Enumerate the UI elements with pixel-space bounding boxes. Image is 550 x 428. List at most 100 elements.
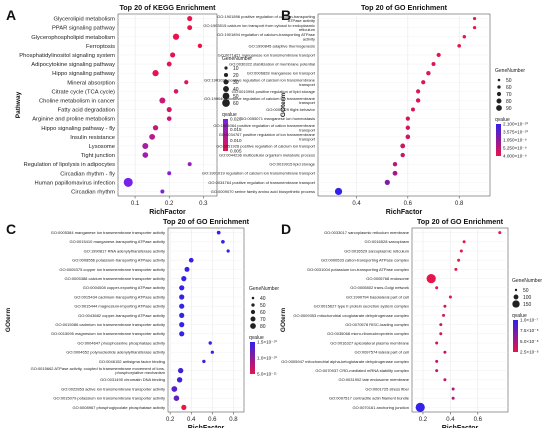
- data-point: [443, 350, 447, 354]
- y-tick-label: Adipocytokine signaling pathway: [31, 62, 115, 68]
- y-tick-label: Insulin resistance: [70, 135, 115, 141]
- y-tick-label: GO:0001725 stress fiber: [365, 386, 409, 391]
- data-point: [400, 152, 405, 158]
- chart-title: Top 20 of GO Enrichment: [417, 217, 504, 226]
- color-legend-label: 4.000×10⁻⁹: [503, 154, 527, 159]
- size-legend-dot: [513, 294, 519, 300]
- data-point: [405, 125, 411, 130]
- y-tick-label: GO:0004647 phosphoserine phosphatase act…: [77, 340, 165, 345]
- data-point: [179, 303, 185, 309]
- size-legend-dot: [512, 300, 520, 308]
- data-point: [172, 33, 180, 40]
- y-tick-label: GO:1900407 positive regulation of calciu…: [204, 96, 316, 105]
- size-legend-label: 30: [233, 80, 239, 86]
- x-tick-label: 0.6: [404, 201, 413, 207]
- y-tick-label: GO:0005802 trans-Golgi network: [350, 285, 409, 290]
- chart-title: Top 20 of GO Enrichment: [361, 3, 448, 12]
- color-legend-label: 2.100×10⁻¹⁰: [503, 122, 528, 127]
- y-tick-label: Phosphatidylinositol signaling system: [19, 53, 115, 59]
- x-tick-label: 0.6: [208, 417, 217, 423]
- data-point: [179, 294, 185, 300]
- y-tick-label: GO:0034764 positive regulation of transm…: [208, 180, 316, 185]
- y-tick-label: GO:1901894 regulation of calcium-transpo…: [217, 32, 316, 41]
- y-tick-label: GO:0005388 calcium transmembrane transpo…: [65, 276, 166, 281]
- size-legend-label: 70: [506, 92, 512, 98]
- y-tick-label: GO:0009353 mitochondrial oxoglutarate de…: [293, 313, 409, 318]
- data-point: [179, 285, 185, 291]
- panel-a: A Top 20 of KEGG Enrichment 0.1 0.2 0.3 Glyce…: [6, 3, 252, 216]
- panel-c: C Top 20 of GO Enrichment 0.2 0.4 0.6 0.8 GO:0…: [5, 217, 279, 428]
- y-tick-label: GO:0070937 CRD-mediated mRNA stability c…: [315, 368, 409, 373]
- y-tick-label: Tight junction: [81, 153, 115, 159]
- data-point: [142, 142, 149, 149]
- panel-letter: A: [6, 7, 16, 23]
- x-tick-label: 0.3: [199, 201, 208, 207]
- y-tick-label: GO:1903515 calcium ion transport from cy…: [203, 23, 315, 32]
- data-point: [226, 249, 230, 253]
- y-tick-label: Glycerophospholipid metabolism: [31, 35, 115, 41]
- color-legend-bar: [250, 342, 255, 374]
- color-legend-title: qvalue: [222, 112, 237, 118]
- data-point: [431, 62, 436, 67]
- x-axis-label: RichFactor: [188, 425, 225, 428]
- y-tick-label: Hippo signaling pathway - fly: [41, 126, 115, 132]
- data-point: [166, 61, 172, 67]
- color-legend-title: qvalue: [249, 335, 264, 341]
- size-legend-label: 80: [506, 99, 512, 105]
- y-tick-label: PPAR signaling pathway: [52, 26, 115, 32]
- y-tick-label: GO:0015627 type II protein secretion sys…: [314, 304, 409, 309]
- x-tick-label: 0.2: [419, 417, 428, 423]
- data-point: [160, 189, 165, 194]
- data-point: [457, 44, 461, 48]
- color-legend-label: 0.010: [230, 138, 242, 143]
- data-point: [498, 231, 502, 235]
- data-point: [159, 97, 166, 104]
- size-legend-dot: [496, 98, 502, 104]
- y-tick-label: GO:0010994 positive regulation of lipid …: [232, 89, 316, 94]
- color-legend-label: 3.575×10⁻¹⁰: [503, 130, 528, 135]
- x-tick-label: 0.8: [455, 201, 464, 207]
- y-tick-label: Lysosome: [89, 144, 115, 150]
- panel-letter: D: [281, 221, 291, 237]
- size-legend-dot: [223, 72, 229, 78]
- data-point: [410, 107, 415, 112]
- data-point: [435, 341, 439, 345]
- color-legend-label: 5.0×10⁻¹¹: [257, 372, 277, 377]
- data-point: [167, 171, 172, 176]
- y-tick-label: GO:0051928 positive regulation of calciu…: [216, 143, 316, 148]
- data-point: [210, 350, 214, 354]
- data-point: [221, 239, 225, 244]
- y-tick-label: GO:0007629 flight behavior: [266, 107, 316, 112]
- y-tick-label: Glycerolipid metabolism: [53, 17, 115, 23]
- y-tick-label: GO:0033017 sarcoplasmic reticulum membra…: [324, 230, 410, 235]
- size-legend-dot: [250, 323, 256, 329]
- y-tick-label: GO:0004008 copper-exporting ATPase activ…: [83, 285, 165, 290]
- plot-area: [117, 13, 218, 197]
- y-tick-label: GO:0097574 lateral part of cell: [355, 350, 410, 355]
- size-legend-dot: [224, 66, 228, 70]
- panel-d: D Top 20 of GO Enrichment 0.2 0.4 0.6 GO:0033…: [280, 217, 542, 428]
- data-point: [457, 258, 461, 262]
- data-point: [454, 267, 458, 271]
- size-legend-label: 80: [260, 324, 266, 330]
- size-legend-label: 50: [233, 94, 239, 100]
- data-point: [472, 16, 477, 21]
- y-tick-label: GO:0006828 manganese ion transport: [247, 71, 316, 76]
- data-point: [152, 125, 159, 131]
- x-tick-label: 0.2: [166, 417, 175, 423]
- y-tick-label: Arginine and proline metabolism: [32, 117, 115, 123]
- size-legend-dot: [223, 79, 229, 85]
- size-legend-dot: [514, 288, 518, 292]
- data-point: [451, 387, 455, 391]
- color-legend-bar: [513, 320, 518, 352]
- y-tick-label: GO:0008556 potassium-transporting ATPase…: [72, 258, 165, 263]
- data-point: [426, 70, 431, 76]
- data-point: [416, 89, 421, 94]
- color-legend-title: qvalue: [512, 313, 527, 319]
- y-tick-label: GO:0035068 micro-ribonucleoprotein compl…: [327, 331, 409, 336]
- y-tick-label: GO:0005375 copper ion transmembrane tran…: [59, 267, 165, 272]
- y-tick-label: Citrate cycle (TCA cycle): [52, 89, 116, 95]
- data-point: [443, 378, 447, 382]
- size-legend-label: 50: [523, 288, 529, 294]
